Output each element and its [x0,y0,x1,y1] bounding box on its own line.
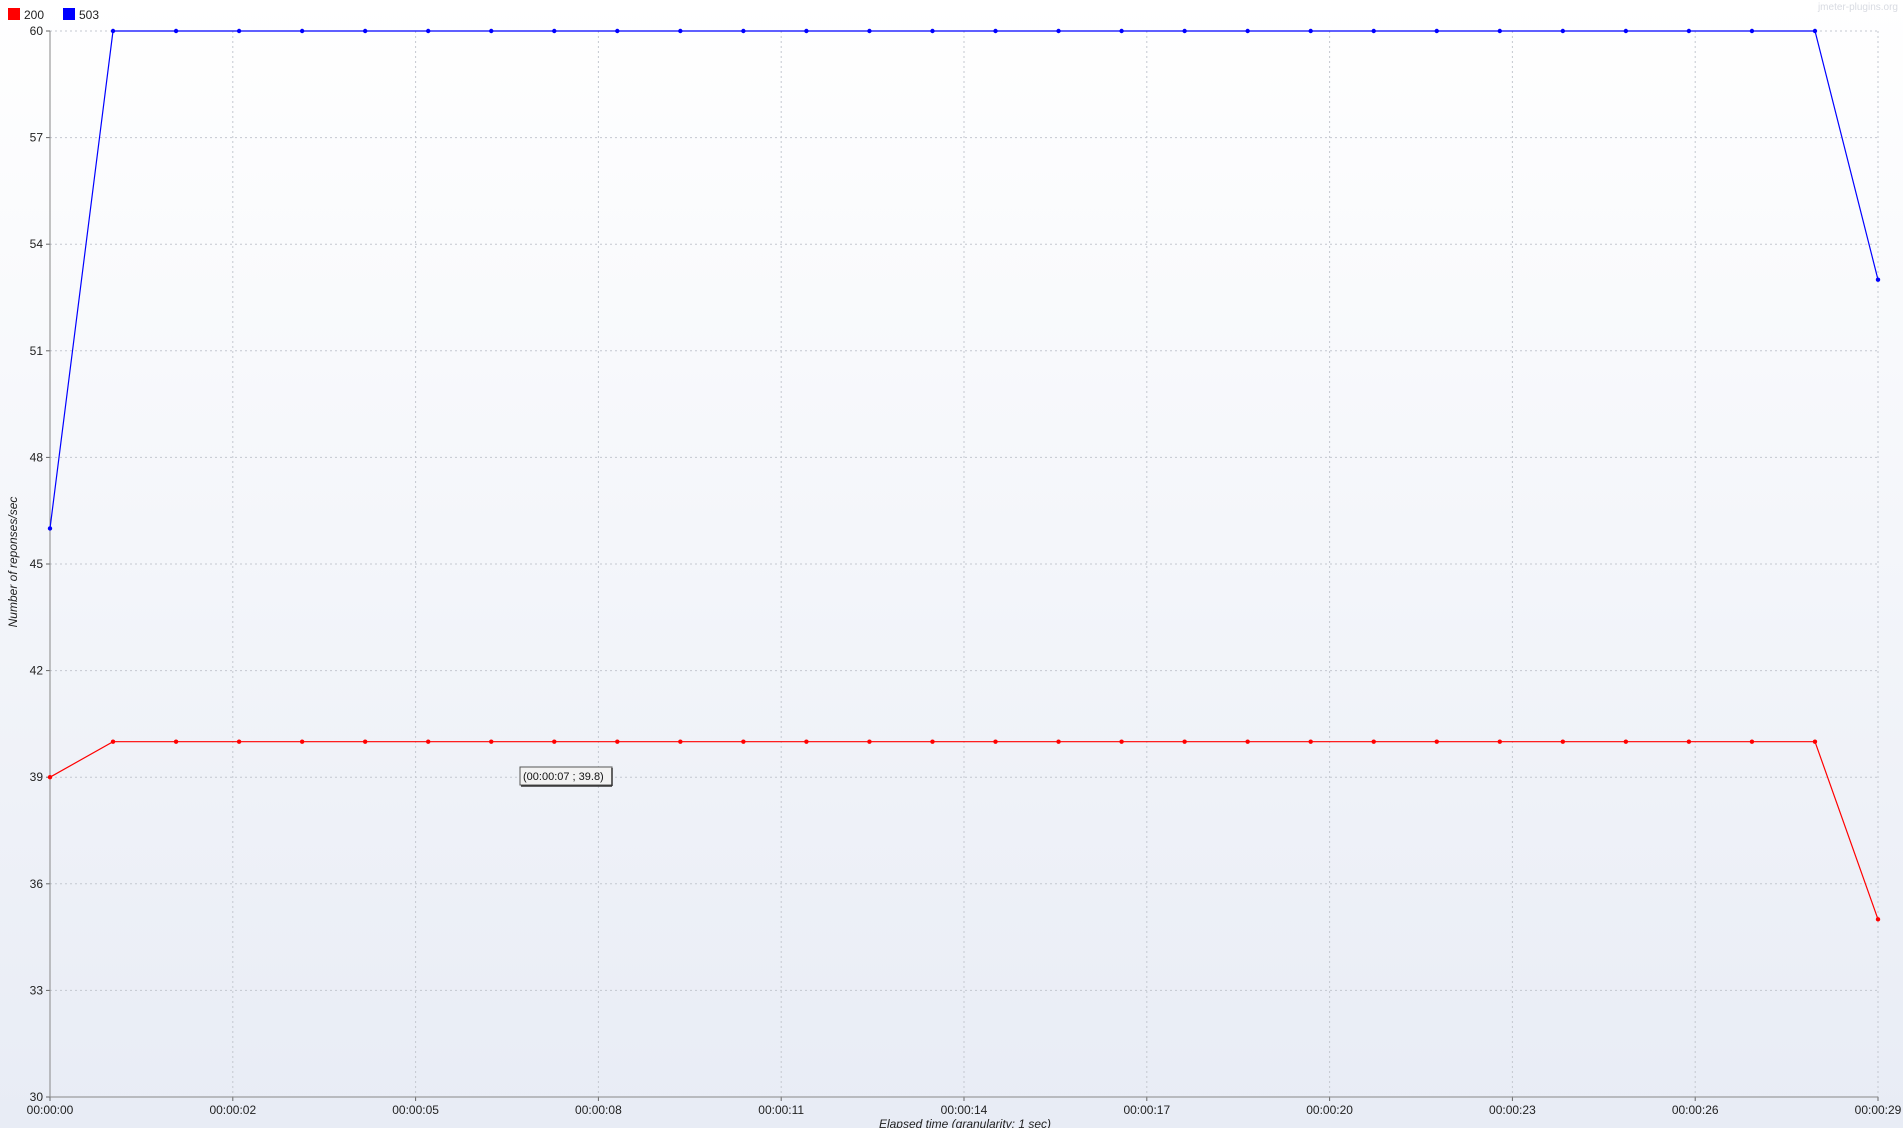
y-tick-label: 57 [30,131,44,145]
data-point-200 [615,739,620,744]
x-tick-label: 00:00:20 [1306,1103,1353,1117]
data-point-200 [489,739,494,744]
data-point-503 [1623,28,1629,34]
data-point-503 [1056,28,1061,34]
series-layer [47,28,1881,922]
data-point-503 [867,28,872,34]
x-tick-label: 00:00:02 [209,1103,256,1117]
tooltip: (00:00:07 ; 39.8) [519,766,613,787]
data-point-200 [1497,739,1502,744]
data-point-200 [110,739,116,744]
series-line-503 [49,30,1879,529]
legend-label-503: 503 [79,8,99,22]
y-tick-label: 54 [30,237,44,251]
data-point-200 [930,739,935,744]
y-tick-label: 36 [30,877,44,891]
data-point-503 [173,28,179,34]
data-point-200 [299,739,305,744]
y-tick-label: 30 [30,1090,44,1104]
data-point-503 [930,28,935,34]
x-tick-label: 00:00:26 [1672,1103,1719,1117]
data-point-200 [1434,739,1439,744]
data-point-503 [362,28,368,34]
data-point-200 [426,739,431,744]
data-point-503 [552,28,557,34]
data-point-200 [804,739,809,744]
tooltip-text: (00:00:07 ; 39.8) [523,771,604,783]
data-point-503 [1119,28,1124,34]
series-line-200 [49,741,1879,920]
data-point-503 [1875,277,1881,282]
data-point-503 [1749,28,1755,34]
y-axis-title: Number of reponses/sec [6,497,20,628]
data-point-200 [1056,739,1061,744]
data-point-200 [1875,917,1881,922]
data-point-503 [1182,28,1187,34]
data-point-503 [110,28,116,34]
data-point-503 [615,28,620,34]
x-tick-label: 00:00:17 [1123,1103,1170,1117]
x-tick-label: 00:00:05 [392,1103,439,1117]
data-point-200 [173,739,179,744]
x-tick-label: 00:00:23 [1489,1103,1536,1117]
y-tick-label: 42 [30,664,44,678]
data-point-200 [1623,739,1629,744]
x-tick-label: 00:00:14 [941,1103,988,1117]
data-point-503 [993,28,998,34]
y-tick-label: 33 [30,983,44,997]
data-point-503 [1434,28,1439,34]
data-point-200 [867,739,872,744]
legend-swatch-200 [8,8,20,20]
y-tick-label: 60 [30,24,44,38]
data-point-503 [1686,28,1692,34]
axes: 30 33 36 39 42 45 48 51 54 57 60 00:00:00 00:00:02 00… [27,24,1902,1117]
x-tick-label: 00:00:00 [27,1103,74,1117]
legend: 200 503 [8,8,99,22]
watermark-text: jmeter-plugins.org [1817,2,1898,13]
data-point-200 [552,739,557,744]
data-point-503 [1560,28,1566,34]
data-point-503 [678,28,683,34]
y-tick-label: 51 [30,344,44,358]
grid [50,30,1879,1097]
data-point-200 [1245,739,1250,744]
legend-label-200: 200 [24,8,44,22]
data-point-503 [1308,28,1313,34]
x-axis-title: Elapsed time (granularity: 1 sec) [879,1117,1051,1128]
y-tick-label: 45 [30,557,44,571]
y-tick-label: 48 [30,450,44,464]
data-point-200 [1182,739,1187,744]
data-point-503 [236,28,242,34]
data-point-503 [489,28,494,34]
data-point-200 [47,775,53,780]
data-point-200 [1749,739,1755,744]
data-point-200 [1119,739,1124,744]
data-point-200 [741,739,746,744]
data-point-503 [47,526,53,531]
data-point-200 [1686,739,1692,744]
data-point-200 [678,739,683,744]
x-tick-label: 00:00:08 [575,1103,622,1117]
data-point-200 [362,739,368,744]
data-point-200 [1812,739,1818,744]
data-point-503 [1371,28,1376,34]
legend-swatch-503 [63,8,75,20]
data-point-200 [1560,739,1566,744]
y-tick-label: 39 [30,770,44,784]
data-point-200 [1371,739,1376,744]
data-point-503 [299,28,305,34]
x-tick-label: 00:00:11 [758,1103,804,1117]
x-tick-label: 00:00:29 [1855,1103,1902,1117]
data-point-200 [236,739,242,744]
data-point-200 [993,739,998,744]
data-point-503 [804,28,809,34]
data-point-503 [1497,28,1502,34]
data-point-503 [1245,28,1250,34]
data-point-503 [1812,28,1818,34]
data-point-200 [1308,739,1313,744]
data-point-503 [426,28,431,34]
data-point-503 [741,28,746,34]
